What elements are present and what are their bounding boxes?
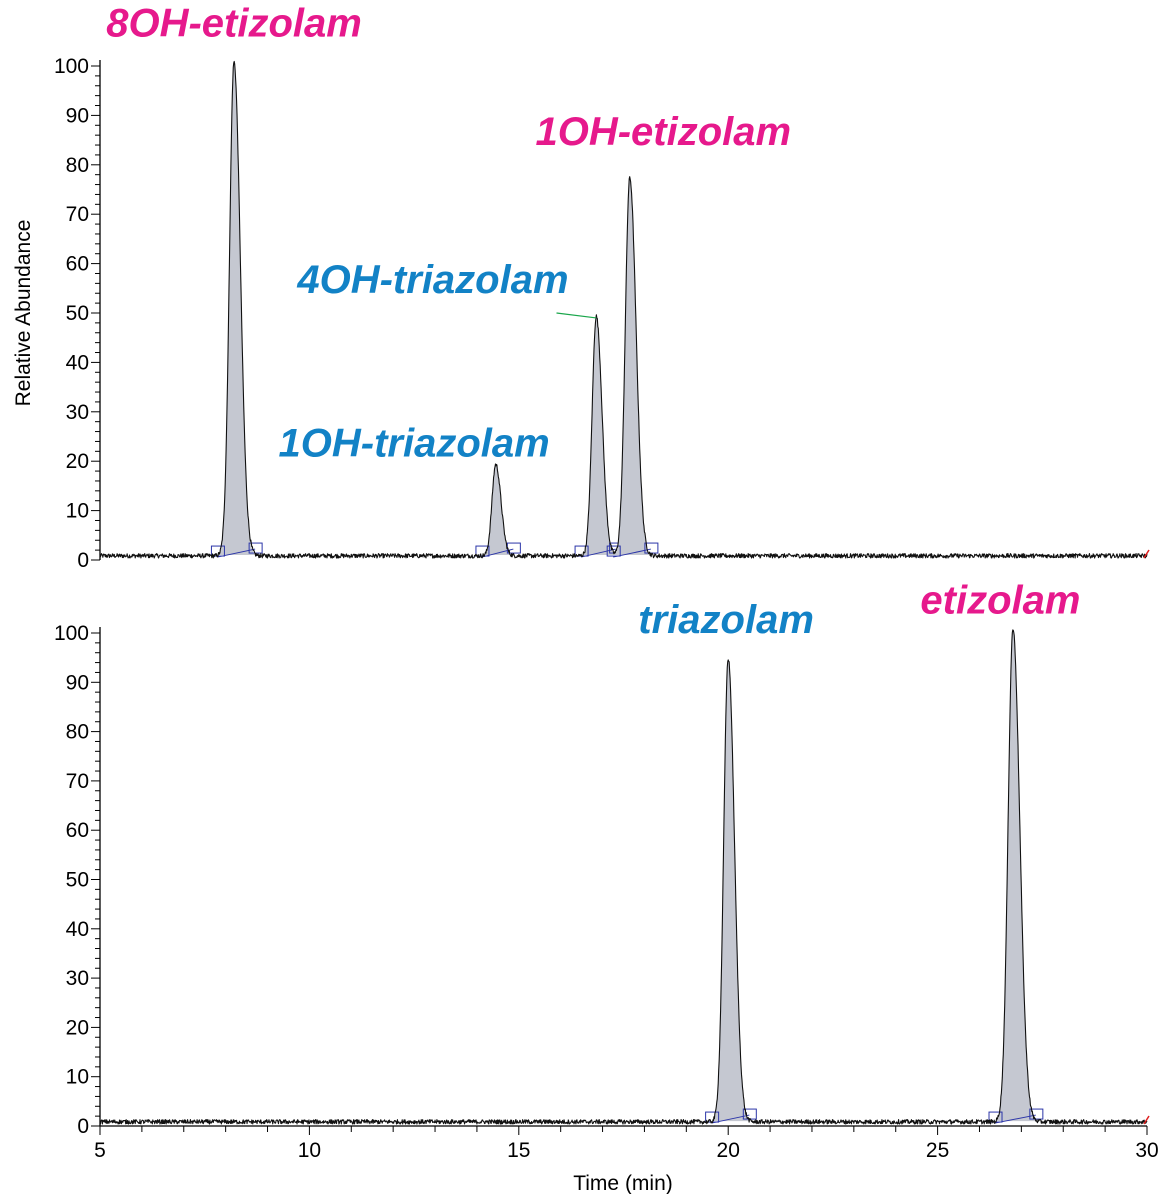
peak-label: etizolam: [920, 578, 1080, 622]
y-tick-label: 40: [66, 351, 89, 374]
peak-start-marker: [606, 545, 621, 557]
peak-area-4OH-triazolam: [581, 316, 616, 557]
y-tick-label: 90: [66, 671, 89, 694]
peak-end-marker: [644, 542, 659, 554]
y-tick-label: 0: [77, 549, 89, 572]
peak-area-1OH-etizolam: [613, 178, 651, 556]
chromatogram-trace: [99, 629, 1148, 1125]
chart-panel-1: 0 10 20 30 40 50 60 70 80 90 100 8OH-etizolam 1OH-tr…: [54, 1, 1150, 572]
y-tick-label: 100: [54, 55, 89, 78]
peak-label: 1OH-etizolam: [535, 110, 791, 154]
x-tick-label: 10: [298, 1139, 321, 1162]
x-tick-label: 5: [94, 1139, 106, 1162]
y-tick-label: 50: [66, 302, 89, 325]
x-tick-label: 20: [717, 1139, 740, 1162]
y-tick-label: 70: [66, 203, 89, 226]
x-tick-label: 25: [926, 1139, 949, 1162]
peak-label: 4OH-triazolam: [296, 258, 568, 302]
y-tick-label: 20: [66, 1016, 89, 1039]
y-tick-label: 30: [66, 967, 89, 990]
y-tick-label: 80: [66, 721, 89, 744]
x-tick-label: 15: [507, 1139, 530, 1162]
y-tick-label: 60: [66, 253, 89, 276]
x-axis-title: Time (min): [573, 1172, 673, 1194]
peak-label: 1OH-triazolam: [279, 421, 550, 465]
peak-label: 8OH-etizolam: [106, 1, 362, 45]
peak-label: triazolam: [638, 598, 814, 642]
trace-end-mark: [1143, 1115, 1150, 1125]
y-tick-label: 50: [66, 869, 89, 892]
y-tick-label: 60: [66, 819, 89, 842]
y-axis-title: Relative Abundance: [12, 220, 35, 407]
peak-label-leader: [556, 312, 597, 319]
y-tick-label: 70: [66, 770, 89, 793]
x-tick-label: 30: [1135, 1139, 1158, 1162]
y-tick-label: 30: [66, 401, 89, 424]
y-tick-label: 40: [66, 918, 89, 941]
y-tick-label: 80: [66, 154, 89, 177]
chromatogram-trace: [99, 60, 1148, 559]
peak-area-etizolam: [995, 629, 1036, 1122]
chart-panel-2: 0 10 20 30 40 50 60 70 80 90 100 5 10 15 20 25 30 triazol…: [54, 578, 1159, 1162]
peak-end-marker: [1029, 1108, 1044, 1120]
trace-end-mark: [1143, 549, 1150, 559]
y-tick-label: 0: [77, 1115, 89, 1138]
y-tick-label: 100: [54, 622, 89, 645]
y-tick-label: 10: [66, 500, 89, 523]
chromatogram-panels: 01020304050607080901008OH-etizolam1OH-tr…: [54, 1, 1159, 1162]
y-tick-label: 10: [66, 1066, 89, 1089]
peak-area-8OH-etizolam: [217, 62, 256, 556]
y-tick-label: 20: [66, 450, 89, 473]
y-tick-label: 90: [66, 104, 89, 127]
peak-area-triazolam: [711, 659, 750, 1122]
